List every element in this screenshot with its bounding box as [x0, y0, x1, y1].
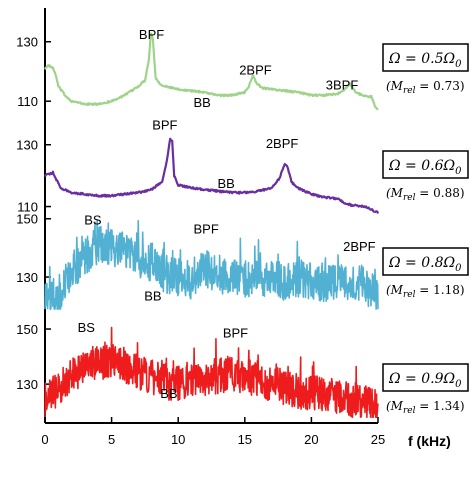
omega-box-frame — [382, 363, 469, 392]
annotation-label: BPF — [152, 117, 177, 132]
annotation-label: BS — [78, 320, 96, 335]
omega-label: Ω = 0.5Ω0 — [388, 51, 462, 70]
panel-0p6: 130 110 BPF 2BPF BB — [16, 117, 380, 215]
spectrum-line — [43, 137, 380, 214]
mrel-label: (Mrel = 0.88) — [386, 186, 465, 203]
x-tick-label: 0 — [41, 432, 48, 447]
x-tick-label: 5 — [108, 432, 115, 447]
y-tick-label: 150 — [16, 212, 38, 227]
omega-box: Ω = 0.6Ω0 — [382, 150, 469, 179]
panels: 130110BPF2BPFBB3BPF130110BPF2BPFBB150130… — [16, 27, 380, 419]
axes — [44, 8, 378, 424]
y-tick-label: 130 — [16, 377, 38, 392]
spectrum-line — [44, 219, 379, 310]
panel-0p9: 150 130 BS BPF BB — [16, 320, 379, 419]
panel-0p5: 130 110 BPF 2BPF BB 3BPF — [16, 27, 379, 111]
x-tick-label: 15 — [238, 432, 252, 447]
spectrum-line — [44, 32, 379, 111]
x-axis: f (kHz) 0 5 10 15 20 25 — [41, 417, 451, 449]
y-tick-label: 110 — [17, 200, 38, 215]
mrel-label: (Mrel = 0.73) — [386, 79, 465, 96]
annotation-label: BB — [194, 95, 211, 110]
annotation-label: 2BPF — [266, 136, 299, 151]
panel-0p8: 150 130 BS BPF BB 2BPF — [16, 212, 379, 310]
y-tick-label: 110 — [17, 94, 38, 109]
annotation-label: BPF — [139, 27, 164, 42]
omega-box: Ω = 0.5Ω0 — [382, 43, 469, 72]
omega-label: Ω = 0.8Ω0 — [388, 255, 462, 274]
y-tick-label: 130 — [16, 138, 38, 153]
y-tick-label: 130 — [16, 270, 38, 285]
omega-box-frame — [382, 247, 469, 276]
x-tick-label: 25 — [371, 432, 385, 447]
annotation-label: 2BPF — [343, 239, 376, 254]
panel-labels: Ω = 0.5Ω0 (Mrel = 0.73) Ω = 0.6Ω0 (Mrel = 0… — [382, 43, 469, 416]
annotation-label: BB — [217, 176, 234, 191]
omega-box: Ω = 0.8Ω0 — [382, 247, 469, 276]
omega-label: Ω = 0.9Ω0 — [388, 371, 462, 390]
omega-box-frame — [382, 150, 469, 179]
y-tick-label: 130 — [16, 35, 38, 50]
x-tick-label: 10 — [171, 432, 185, 447]
annotation-label: 3BPF — [326, 77, 359, 92]
omega-label: Ω = 0.6Ω0 — [388, 158, 462, 177]
x-tick-label: 20 — [304, 432, 318, 447]
annotation-label: BPF — [223, 325, 248, 340]
omega-box: Ω = 0.9Ω0 — [382, 363, 469, 392]
annotation-label: BPF — [194, 221, 219, 236]
annotation-label: 2BPF — [239, 62, 272, 77]
omega-box-frame — [382, 43, 469, 72]
mrel-label: (Mrel = 1.34) — [386, 399, 465, 416]
annotation-label: BB — [144, 288, 161, 303]
annotation-label: BB — [160, 386, 177, 401]
spectrum-line — [44, 326, 379, 419]
y-tick-label: 150 — [16, 322, 38, 337]
annotation-label: BS — [84, 213, 102, 228]
x-axis-title: f (kHz) — [408, 433, 451, 449]
mrel-label: (Mrel = 1.18) — [386, 283, 465, 300]
